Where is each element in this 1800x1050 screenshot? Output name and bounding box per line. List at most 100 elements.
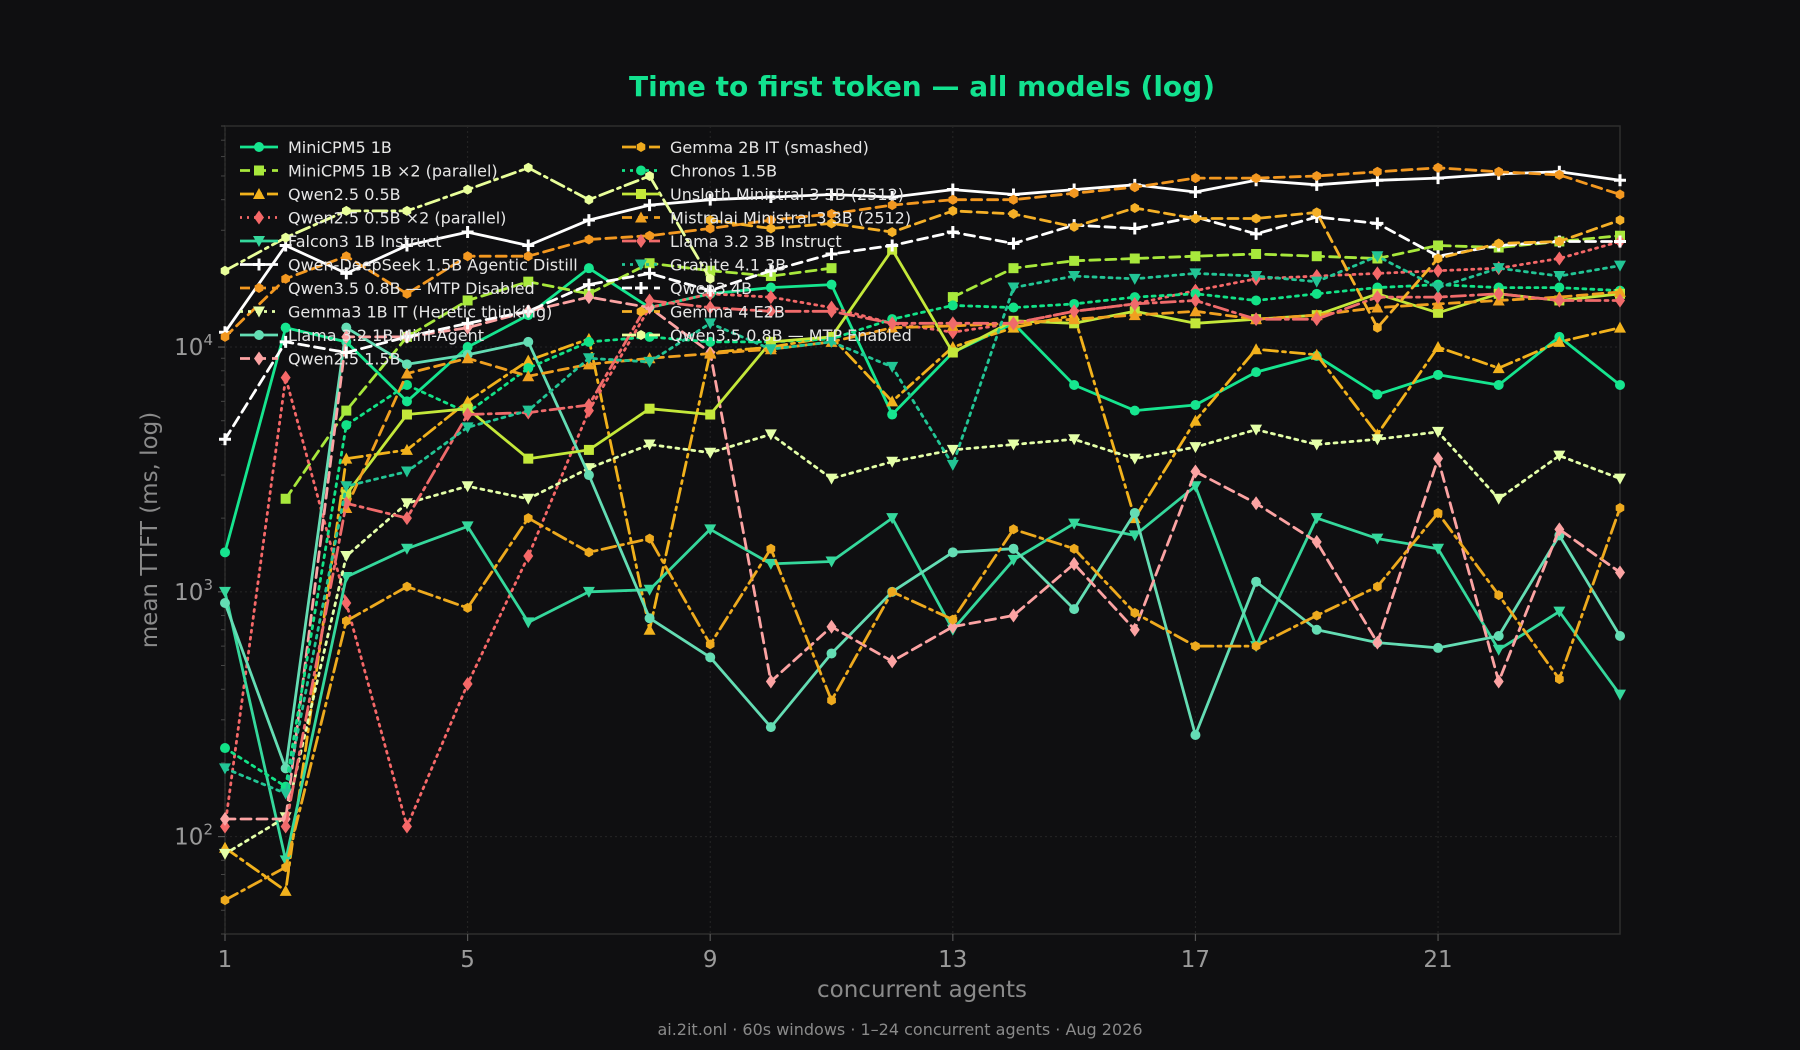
data-point (280, 819, 291, 834)
data-point (462, 407, 473, 422)
data-point (1190, 464, 1201, 479)
data-point (1554, 293, 1565, 308)
series-7 (220, 162, 1625, 342)
data-point (401, 819, 412, 834)
data-point (887, 316, 898, 331)
data-point (522, 239, 535, 252)
data-point (887, 586, 897, 597)
data-point (582, 353, 595, 365)
legend-item: Qwen3.5 0.8B — MTP Disabled (240, 279, 535, 298)
legend-item: Unsloth Ministral 3 3B (2512) (622, 185, 904, 204)
data-point (340, 267, 353, 280)
data-point (1190, 318, 1201, 329)
data-point (764, 429, 777, 441)
data-point (1190, 399, 1201, 410)
data-point (644, 613, 655, 624)
data-point (1311, 534, 1322, 549)
legend-swatch-marker (636, 306, 646, 317)
data-point (400, 498, 413, 510)
legend-item: Mistralai Ministral 3 3B (2512) (622, 209, 911, 228)
data-point (765, 674, 776, 689)
legend-label: Llama 3.2 1B Mini-Agent (288, 326, 484, 345)
series-line (223, 254, 1622, 795)
data-point (401, 396, 412, 407)
data-point (1310, 348, 1323, 360)
data-point (583, 444, 594, 455)
data-point (1129, 507, 1140, 518)
data-point (826, 279, 837, 290)
data-point (1008, 263, 1019, 274)
data-point (1494, 590, 1503, 601)
data-point (1615, 565, 1625, 580)
data-point (400, 330, 413, 343)
data-point (705, 215, 715, 226)
data-point (1492, 362, 1505, 374)
legend-label: Qwen3 4B (670, 279, 752, 298)
legend-label: Chronos 1.5B (670, 162, 777, 181)
data-point (1373, 166, 1382, 177)
data-point (1311, 251, 1322, 262)
data-point (400, 239, 413, 252)
data-point (1189, 185, 1202, 198)
legend-item: Qwen-DeepSeek 1.5B Agentic Distill (240, 256, 578, 275)
data-point (1129, 405, 1140, 416)
data-point (342, 616, 351, 626)
data-point (886, 456, 899, 468)
data-point (704, 524, 717, 536)
legend-swatch-marker (254, 142, 264, 152)
legend-swatch-marker (253, 258, 265, 271)
data-point (400, 443, 413, 455)
data-point (1432, 341, 1445, 353)
data-point (705, 265, 716, 276)
data-point (523, 251, 533, 262)
legend-label: Unsloth Ministral 3 3B (2512) (670, 185, 904, 204)
data-point (1069, 255, 1080, 266)
legend-label: MiniCPM5 1B (288, 138, 392, 157)
data-point (219, 848, 231, 860)
data-point (1251, 295, 1262, 306)
data-point (947, 292, 958, 303)
data-point (1492, 644, 1505, 656)
data-point (1190, 251, 1201, 262)
legend-item: Qwen2.5 0.5B (240, 185, 401, 204)
series-line (223, 326, 1622, 770)
data-point (1251, 248, 1262, 259)
legend-label: MiniCPM5 1B ×2 (parallel) (288, 162, 498, 181)
data-point (644, 403, 655, 414)
legend-item: Gemma 2B IT (smashed) (622, 138, 869, 157)
data-point (341, 596, 352, 611)
data-point (827, 208, 836, 219)
data-point (1069, 543, 1079, 554)
data-point (825, 473, 838, 485)
data-point (705, 336, 716, 347)
data-point (1312, 207, 1322, 218)
data-point (523, 336, 534, 347)
legend-swatch-marker (635, 259, 647, 271)
data-point (946, 226, 959, 239)
data-point (1068, 271, 1081, 283)
series-line (223, 283, 1622, 788)
legend-item: Chronos 1.5B (622, 162, 777, 181)
series-line (708, 206, 1622, 330)
series-line (223, 215, 1622, 441)
data-point (279, 788, 292, 800)
legend-label: Qwen2.5 0.5B ×2 (parallel) (288, 209, 506, 228)
data-point (402, 288, 412, 299)
data-point (704, 284, 717, 297)
data-point (461, 521, 474, 533)
legend-item: Granite 4.1 3B (622, 256, 786, 275)
data-point (522, 405, 535, 417)
data-point (1554, 251, 1565, 266)
legend-label: Mistralai Ministral 3 3B (2512) (670, 209, 911, 228)
data-point (1007, 554, 1020, 566)
x-tick-label: 5 (460, 947, 475, 973)
data-point (1007, 237, 1020, 250)
legend-swatch-marker (636, 330, 646, 340)
data-point (887, 654, 898, 669)
legend-swatch-marker (636, 142, 646, 152)
data-point (1614, 473, 1626, 485)
data-point (1007, 439, 1020, 451)
data-point (342, 251, 351, 262)
data-point (523, 276, 534, 287)
data-point (1614, 260, 1626, 272)
